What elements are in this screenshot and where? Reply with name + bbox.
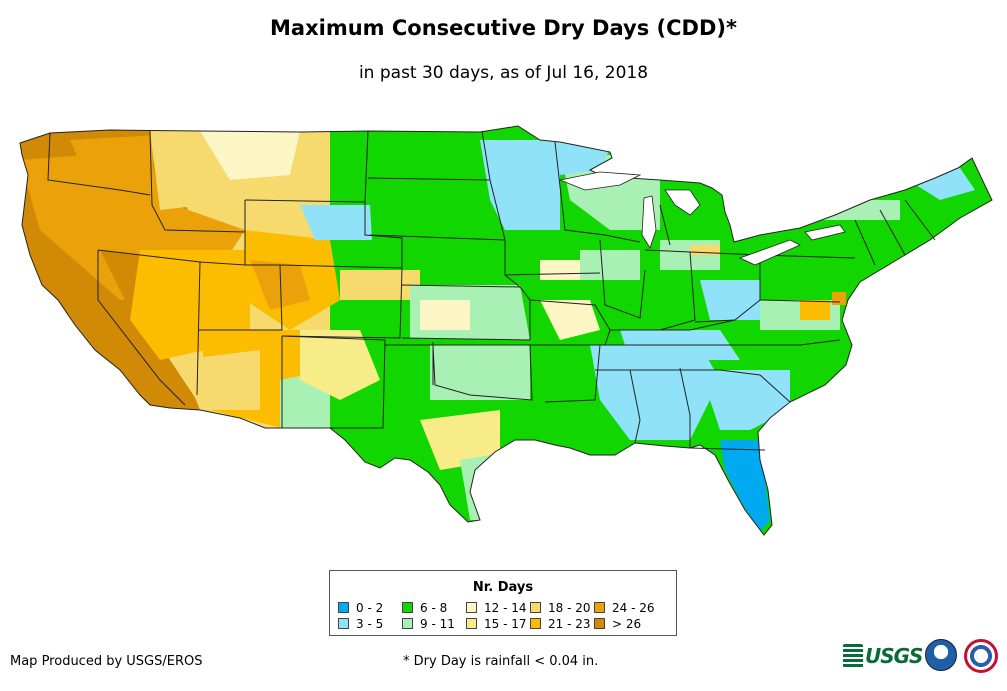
usgs-logo: USGS [843,641,923,671]
dry-day-footnote: * Dry Day is rainfall < 0.04 in. [403,654,599,669]
legend-item: > 26 [594,618,641,630]
cdd-region [800,300,830,320]
nws-logo-icon [964,639,998,673]
cdd-region [340,270,420,300]
legend-label: 3 - 5 [356,617,384,631]
map-title: Maximum Consecutive Dry Days (CDD)* [270,16,737,40]
legend-label: 6 - 8 [420,601,448,615]
usgs-logo-text: USGS [865,644,923,668]
cdd-region [460,450,520,520]
legend-item: 15 - 17 [466,618,527,630]
legend-title: Nr. Days [472,580,534,595]
legend-item: 12 - 14 [466,602,527,614]
cdd-region [580,250,640,280]
legend-item: 21 - 23 [530,618,591,630]
cdd-region [700,370,790,430]
cdd-region [540,300,600,340]
legend-label: 15 - 17 [484,617,527,631]
cdd-region [70,135,160,185]
cdd-region [300,330,380,400]
legend-swatch [594,602,605,613]
legend-item: 24 - 26 [594,602,655,614]
cdd-region [250,260,310,310]
legend: Nr. Days 0 - 2 3 - 5 6 - 8 9 - 11 12 - 14 15 … [329,570,677,636]
cdd-region [700,280,760,320]
legend-swatch [530,602,541,613]
cdd-region [480,140,560,230]
legend-label: 24 - 26 [612,601,655,615]
legend-swatch [466,602,477,613]
legend-swatch [402,602,413,613]
cdd-region [832,292,846,305]
legend-item: 9 - 11 [402,618,455,630]
cdd-region [440,230,520,290]
legend-swatch [530,618,541,629]
cdd-region [430,345,530,400]
legend-label: 18 - 20 [548,601,591,615]
legend-label: 12 - 14 [484,601,527,615]
legend-swatch [402,618,413,629]
cdd-region [820,200,900,220]
cdd-region [540,260,580,280]
legend-item: 3 - 5 [338,618,383,630]
cdd-region [180,350,260,410]
legend-swatch [338,618,349,629]
map-subtitle: in past 30 days, as of Jul 16, 2018 [358,63,649,83]
cdd-region [200,131,300,180]
legend-item: 18 - 20 [530,602,591,614]
cdd-region [420,410,500,470]
legend-swatch [338,602,349,613]
usgs-waves-icon [843,644,863,668]
map-credit: Map Produced by USGS/EROS [10,654,203,669]
noaa-logo-icon [925,639,957,671]
cdd-region [420,300,470,330]
legend-swatch [466,618,477,629]
cdd-region [300,205,372,240]
legend-label: 21 - 23 [548,617,591,631]
cdd-region [590,345,720,440]
legend-swatch [594,618,605,629]
legend-label: > 26 [612,617,642,631]
legend-item: 6 - 8 [402,602,447,614]
legend-label: 0 - 2 [356,601,384,615]
legend-label: 9 - 11 [420,617,455,631]
cdd-region [720,440,770,532]
legend-item: 0 - 2 [338,602,383,614]
